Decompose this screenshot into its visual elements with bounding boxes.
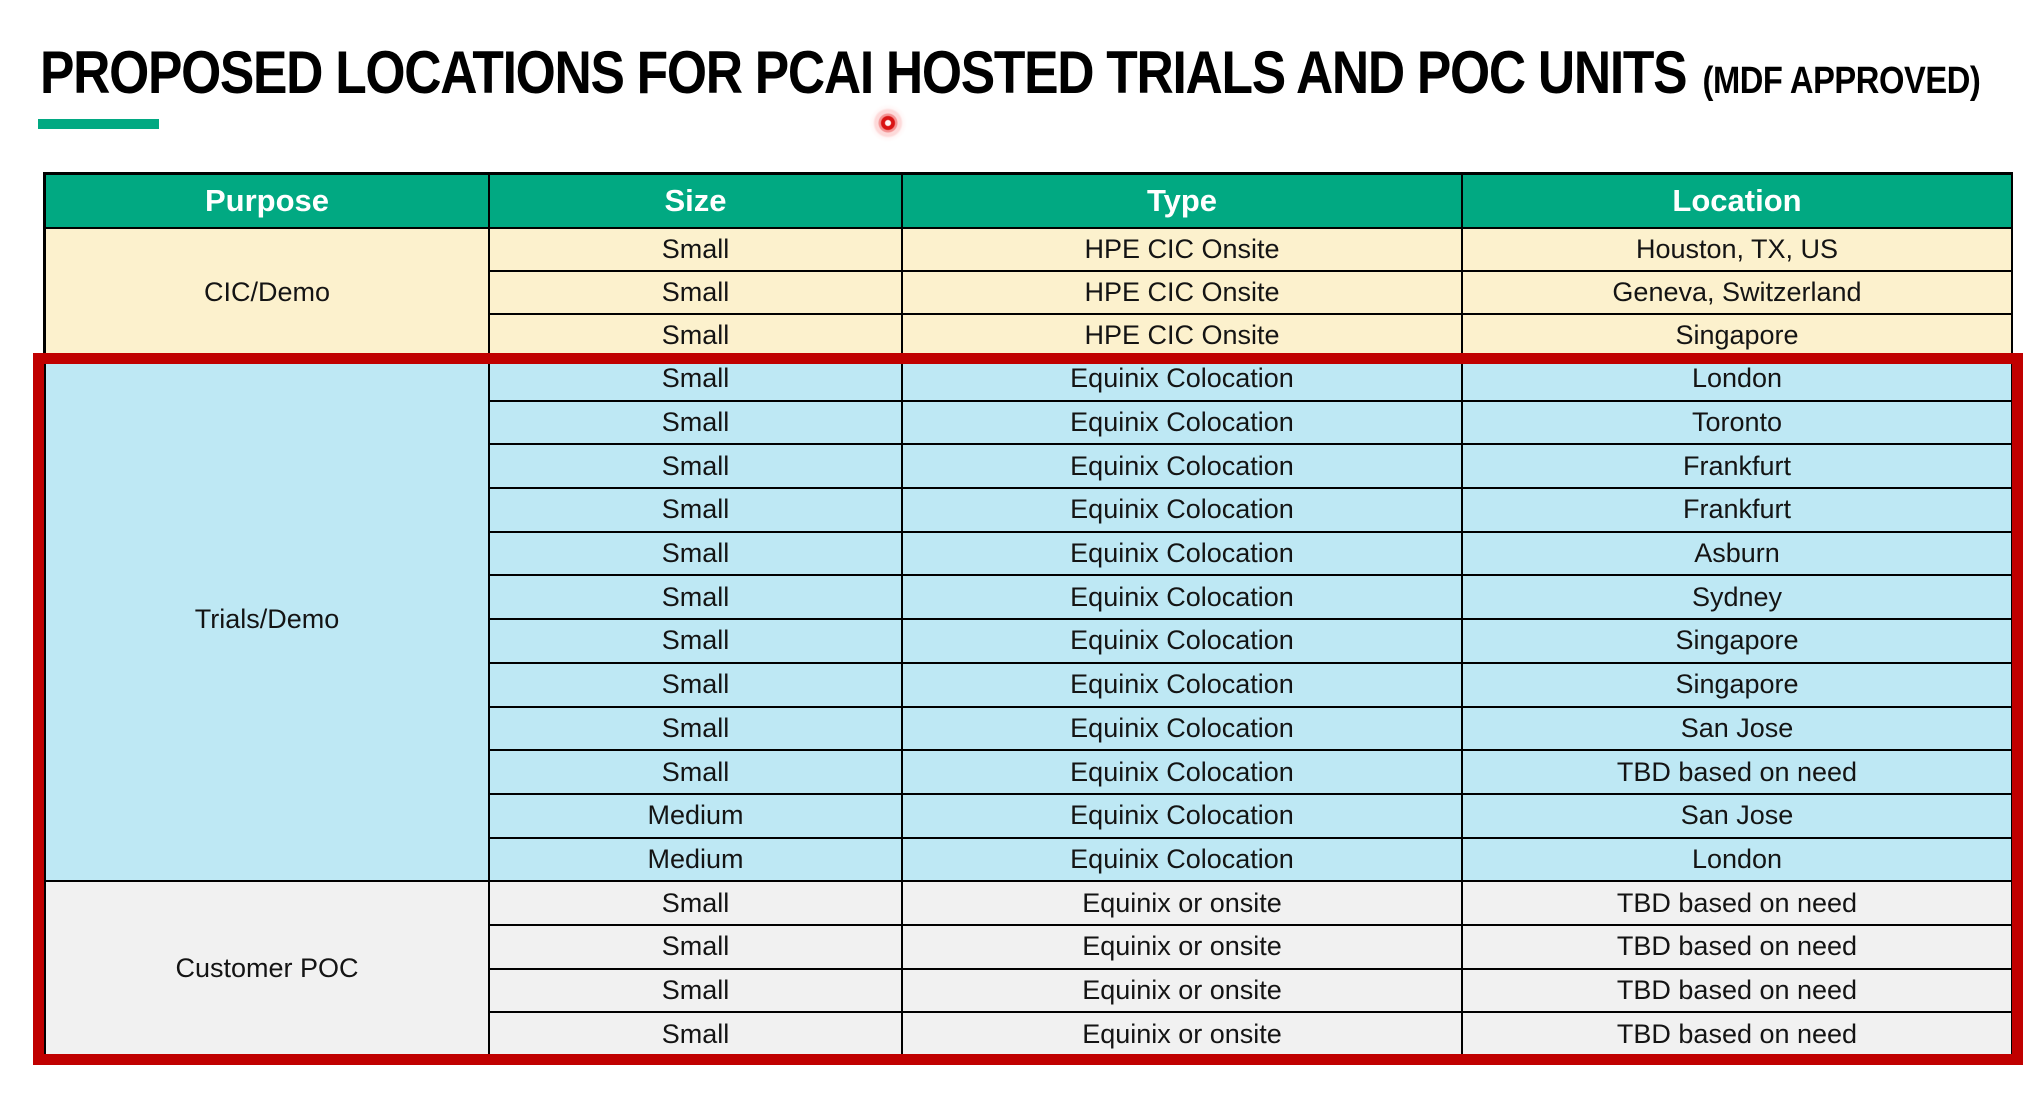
cell-size-trials-demo: Small <box>490 620 903 664</box>
cell-location-cic-demo: Geneva, Switzerland <box>1463 272 2013 315</box>
cell-size-trials-demo: Small <box>490 489 903 533</box>
column-header-location: Location <box>1463 175 2013 229</box>
page-title: PROPOSED LOCATIONS FOR PCAI HOSTED TRIAL… <box>40 38 1981 107</box>
cell-size-trials-demo: Small <box>490 401 903 446</box>
column-header-size: Size <box>490 175 903 229</box>
cell-size-trials-demo: Small <box>490 707 903 752</box>
cell-location-trials-demo: Frankfurt <box>1463 445 2013 490</box>
cell-size-customer-poc: Small <box>490 882 903 926</box>
purpose-group-cic-demo: CIC/Demo <box>46 229 490 358</box>
page-title-suffix: (MDF APPROVED) <box>1702 60 1981 102</box>
cell-size-trials-demo: Small <box>490 751 903 795</box>
cell-location-trials-demo: Toronto <box>1463 401 2013 446</box>
cell-location-trials-demo: Singapore <box>1463 620 2013 664</box>
cell-size-cic-demo: Small <box>490 315 903 358</box>
cell-type-trials-demo: Equinix Colocation <box>903 751 1463 795</box>
cell-location-customer-poc: TBD based on need <box>1463 969 2013 1014</box>
cell-size-cic-demo: Small <box>490 229 903 272</box>
column-header-purpose: Purpose <box>46 175 490 229</box>
cell-size-customer-poc: Small <box>490 969 903 1014</box>
cell-location-customer-poc: TBD based on need <box>1463 925 2013 970</box>
cell-type-cic-demo: HPE CIC Onsite <box>903 229 1463 272</box>
cell-type-customer-poc: Equinix or onsite <box>903 882 1463 926</box>
cell-type-trials-demo: Equinix Colocation <box>903 358 1463 402</box>
purpose-group-trials-demo: Trials/Demo <box>46 358 490 883</box>
cell-size-trials-demo: Small <box>490 576 903 621</box>
cell-size-trials-demo: Small <box>490 445 903 490</box>
title-accent-bar <box>38 119 159 129</box>
cell-location-trials-demo: Asburn <box>1463 532 2013 577</box>
cell-type-customer-poc: Equinix or onsite <box>903 925 1463 970</box>
cell-type-trials-demo: Equinix Colocation <box>903 401 1463 446</box>
cell-type-trials-demo: Equinix Colocation <box>903 445 1463 490</box>
cell-type-customer-poc: Equinix or onsite <box>903 969 1463 1014</box>
cell-size-trials-demo: Small <box>490 663 903 708</box>
cell-location-trials-demo: Sydney <box>1463 576 2013 621</box>
cell-location-customer-poc: TBD based on need <box>1463 882 2013 926</box>
cell-type-customer-poc: Equinix or onsite <box>903 1013 1463 1057</box>
cell-type-trials-demo: Equinix Colocation <box>903 532 1463 577</box>
cell-location-trials-demo: TBD based on need <box>1463 751 2013 795</box>
cell-type-cic-demo: HPE CIC Onsite <box>903 315 1463 358</box>
cell-size-trials-demo: Small <box>490 532 903 577</box>
cell-type-trials-demo: Equinix Colocation <box>903 663 1463 708</box>
cell-type-cic-demo: HPE CIC Onsite <box>903 272 1463 315</box>
purpose-group-customer-poc: Customer POC <box>46 882 490 1057</box>
cell-location-trials-demo: Singapore <box>1463 663 2013 708</box>
cell-location-trials-demo: San Jose <box>1463 707 2013 752</box>
cell-type-trials-demo: Equinix Colocation <box>903 489 1463 533</box>
cell-type-trials-demo: Equinix Colocation <box>903 838 1463 883</box>
page-title-text: PROPOSED LOCATIONS FOR PCAI HOSTED TRIAL… <box>40 39 1688 106</box>
cell-size-trials-demo: Medium <box>490 794 903 839</box>
cell-type-trials-demo: Equinix Colocation <box>903 707 1463 752</box>
cell-size-customer-poc: Small <box>490 925 903 970</box>
cell-type-trials-demo: Equinix Colocation <box>903 620 1463 664</box>
column-header-type: Type <box>903 175 1463 229</box>
cell-location-customer-poc: TBD based on need <box>1463 1013 2013 1057</box>
laser-pointer-dot-icon <box>869 104 907 142</box>
locations-table: Purpose Size Type Location CIC/Demo Small HPE … <box>43 172 2013 1057</box>
cell-location-trials-demo: London <box>1463 358 2013 402</box>
cell-size-cic-demo: Small <box>490 272 903 315</box>
cell-location-cic-demo: Houston, TX, US <box>1463 229 2013 272</box>
cell-type-trials-demo: Equinix Colocation <box>903 794 1463 839</box>
cell-location-trials-demo: Frankfurt <box>1463 489 2013 533</box>
cell-location-cic-demo: Singapore <box>1463 315 2013 358</box>
cell-type-trials-demo: Equinix Colocation <box>903 576 1463 621</box>
cell-size-trials-demo: Small <box>490 358 903 402</box>
cell-location-trials-demo: San Jose <box>1463 794 2013 839</box>
cell-size-customer-poc: Small <box>490 1013 903 1057</box>
cell-location-trials-demo: London <box>1463 838 2013 883</box>
cell-size-trials-demo: Medium <box>490 838 903 883</box>
